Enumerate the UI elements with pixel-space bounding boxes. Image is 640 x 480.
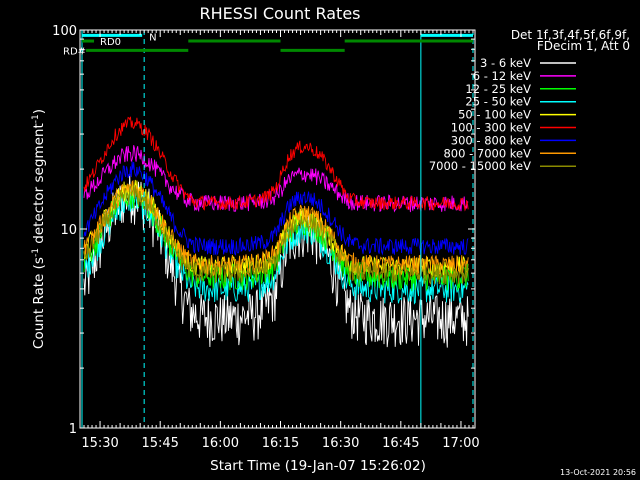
render-timestamp: 13-Oct-2021 20:56 xyxy=(560,468,636,477)
legend-label-6: 300 - 800 keV xyxy=(451,133,531,147)
legend-label-8: 7000 - 15000 keV xyxy=(429,159,531,173)
plot-area: N RD0 RD# xyxy=(63,30,474,428)
x-tick-label-0: 15:30 xyxy=(81,436,118,451)
y-tick-label-2: 100 xyxy=(52,24,77,39)
x-tick-label-5: 16:45 xyxy=(382,436,419,451)
series-line-5 xyxy=(83,116,469,212)
y-tick-label-0: 1 xyxy=(69,422,77,437)
chart-title: RHESSI Count Rates xyxy=(200,4,361,23)
x-tick-label-2: 16:00 xyxy=(202,436,239,451)
x-tick-label-3: 16:15 xyxy=(262,436,299,451)
x-axis-label: Start Time (19-Jan-07 15:26:02) xyxy=(210,458,426,474)
legend-header-line-1: Det 1f,3f,4f,5f,6f,9f, xyxy=(511,28,630,42)
series-line-6 xyxy=(83,161,469,256)
flag-label-rd-hash: RD# xyxy=(63,46,86,57)
flag-label-n: N xyxy=(149,32,156,43)
legend-label-1: 6 - 12 keV xyxy=(473,69,531,83)
series-line-1 xyxy=(83,145,469,213)
legend-label-2: 12 - 25 keV xyxy=(465,82,531,96)
legend-label-0: 3 - 6 keV xyxy=(480,56,531,70)
series-line-8 xyxy=(83,185,469,285)
legend: Det 1f,3f,4f,5f,6f,9f, FDecim 1, Att 0 3… xyxy=(429,28,630,173)
y-axis-label: Count Rate (s-1 detector segment-1) xyxy=(31,109,47,349)
x-tick-label-6: 17:00 xyxy=(442,436,479,451)
series-line-0 xyxy=(83,173,469,348)
legend-label-4: 50 - 100 keV xyxy=(458,108,531,122)
series-line-3 xyxy=(83,190,469,305)
legend-label-7: 800 - 7000 keV xyxy=(443,146,531,160)
legend-label-5: 100 - 300 keV xyxy=(451,121,531,135)
flag-label-rd0: RD0 xyxy=(100,37,121,48)
legend-label-3: 25 - 50 keV xyxy=(465,95,531,109)
x-tick-label-1: 15:45 xyxy=(141,436,178,451)
axes: 1 10 100 15:30 15:45 16:00 16:15 16:30 16:45 17:0… xyxy=(52,24,480,451)
legend-header-line-2: FDecim 1, Att 0 xyxy=(537,39,630,53)
x-tick-label-4: 16:30 xyxy=(322,436,359,451)
y-tick-label-1: 10 xyxy=(60,223,77,238)
